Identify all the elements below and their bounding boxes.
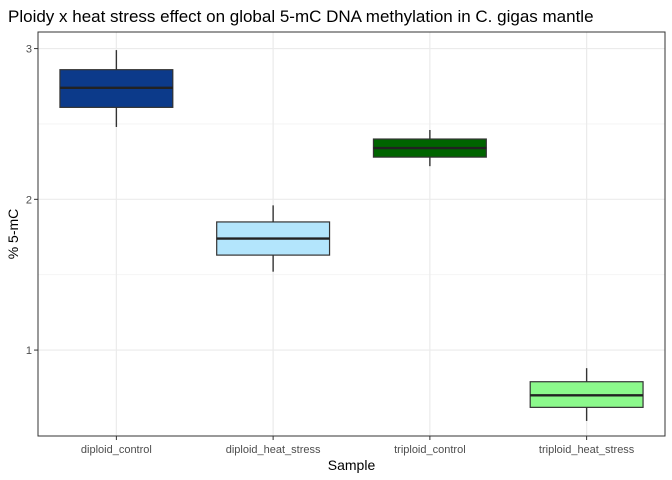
x-tick-label: triploid_control (394, 444, 466, 456)
x-axis-title: Sample (328, 457, 376, 473)
x-tick-label: diploid_heat_stress (226, 444, 321, 456)
y-tick-label: 2 (26, 194, 32, 206)
x-tick-label: triploid_heat_stress (539, 444, 635, 456)
box-triploid_control (372, 129, 487, 167)
box-diploid_control (59, 50, 174, 127)
y-axis-title: % 5-mC (5, 209, 21, 260)
box-diploid_heat_stress (216, 205, 331, 272)
panel-border (37, 31, 666, 437)
x-tick-label: diploid_control (81, 444, 152, 456)
y-tick-label: 1 (26, 345, 32, 357)
box-triploid_heat_stress (529, 368, 644, 421)
y-tick-label: 3 (26, 44, 32, 56)
chart-title: Ploidy x heat stress effect on global 5-… (8, 7, 594, 26)
axes: 1 2 3 diploid_control diploid_heat_stress tri… (26, 44, 635, 456)
boxes (59, 50, 644, 421)
